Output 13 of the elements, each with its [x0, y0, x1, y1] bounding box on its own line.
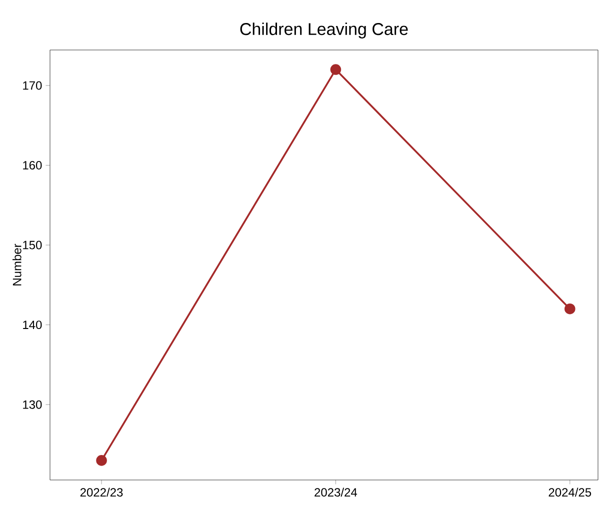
y-tick-label: 170 — [23, 81, 42, 90]
y-tick-label: 130 — [23, 400, 42, 409]
x-tick-label: 2023/24 — [314, 488, 358, 497]
point — [330, 64, 342, 75]
y-tick-label: 140 — [23, 320, 42, 330]
chart-title: Children Leaving Care — [240, 22, 408, 38]
y-tick-label: 160 — [23, 161, 42, 170]
point — [564, 303, 576, 314]
x-tick-label: 2022/23 — [80, 488, 123, 497]
x-tick-label: 2024/25 — [548, 488, 592, 497]
y-tick-label: 150 — [23, 240, 42, 250]
point — [96, 455, 107, 466]
y-axis-title: Number — [12, 244, 22, 286]
